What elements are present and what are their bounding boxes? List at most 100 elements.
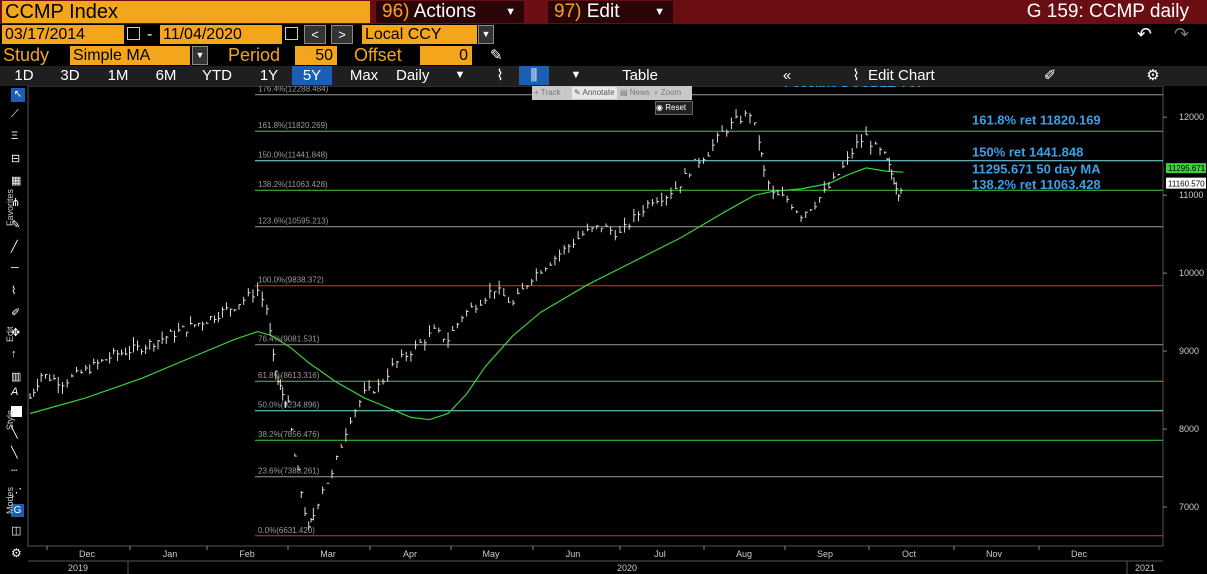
edit-menu[interactable]: 97) Edit ▼ bbox=[548, 1, 673, 23]
grid-tool-icon[interactable]: ▦ bbox=[11, 175, 22, 187]
cursor-icon[interactable]: ↖ bbox=[11, 88, 25, 102]
move-icon[interactable]: ✥ bbox=[11, 327, 21, 339]
chevron-down-icon[interactable]: ▼ bbox=[454, 69, 466, 81]
offset-label: Offset bbox=[354, 45, 402, 65]
timeframe-button-max[interactable]: Max bbox=[349, 67, 379, 84]
fib-tool-icon[interactable]: Ξ bbox=[11, 130, 19, 142]
news-tool[interactable]: ▤ News bbox=[620, 88, 650, 97]
line-weight-icon[interactable]: ╲ bbox=[11, 447, 18, 459]
horizontal-line-icon[interactable]: ─ bbox=[11, 262, 19, 274]
y-tick-label: 8000 bbox=[1179, 424, 1199, 434]
timeframe-button-6m[interactable]: 6M bbox=[155, 67, 177, 84]
channel-tool-icon[interactable]: ⊟ bbox=[11, 153, 21, 165]
last-price-tag-text: 11160.570 bbox=[1168, 180, 1205, 189]
x-tick-label: May bbox=[482, 549, 500, 559]
timeframe-button-1y[interactable]: 1Y bbox=[259, 67, 279, 84]
timeframe-button-3d[interactable]: 3D bbox=[60, 67, 80, 84]
x-tick-label: Jun bbox=[566, 549, 581, 559]
brush-icon[interactable]: ✐ bbox=[1043, 67, 1057, 84]
frequency-select[interactable]: Daily bbox=[396, 67, 430, 84]
mode-icon[interactable]: G bbox=[11, 504, 24, 517]
arrow-up-icon[interactable]: ↑ bbox=[11, 348, 17, 360]
x-tick-label: Aug bbox=[736, 549, 752, 559]
start-date-field[interactable]: 03/17/2014 bbox=[2, 25, 124, 44]
study-label: Study bbox=[3, 45, 50, 65]
actions-menu[interactable]: 96) Actions ▼ bbox=[376, 1, 524, 23]
last-price-tag bbox=[1166, 177, 1206, 189]
y-tick-label: 12000 bbox=[1179, 112, 1204, 122]
ticker-field[interactable]: CCMP Index bbox=[2, 1, 370, 23]
text-tool-icon[interactable]: A bbox=[11, 386, 19, 398]
chevron-down-icon[interactable]: ▼ bbox=[570, 69, 582, 81]
annotate-icon[interactable]: ⌇ bbox=[11, 285, 17, 297]
actions-label: Actions bbox=[413, 1, 477, 22]
fib-level-label: 61.8%(8613.316) bbox=[258, 371, 320, 380]
calendar-icon[interactable] bbox=[285, 27, 298, 40]
track-tool[interactable]: + Track bbox=[534, 88, 561, 97]
pitchfork-icon[interactable]: ⋔ bbox=[11, 197, 21, 209]
snap-icon[interactable]: ◫ bbox=[11, 525, 22, 537]
undo-icon[interactable]: ↶ bbox=[1136, 24, 1152, 44]
edit-chart-button[interactable]: Edit Chart bbox=[868, 67, 935, 84]
tool-palette: + Track ✎ Annotate ▤ News ⌕ Zoom bbox=[532, 86, 692, 100]
y-tick-label: 9000 bbox=[1179, 346, 1199, 356]
actions-number: 96) bbox=[382, 1, 410, 22]
bar-chart-icon[interactable]: ⫼ bbox=[519, 66, 549, 85]
line-tool-icon[interactable]: ⟋ bbox=[11, 108, 19, 120]
x-tick-label: Jan bbox=[163, 549, 178, 559]
collapse-icon[interactable]: « bbox=[782, 67, 792, 84]
pen-icon[interactable]: ✎ bbox=[11, 219, 21, 231]
color-swatch-icon[interactable] bbox=[11, 406, 22, 417]
line-style-icon[interactable]: ╲ bbox=[11, 427, 18, 439]
currency-dropdown-icon[interactable]: ▼ bbox=[478, 25, 494, 44]
fib-level-label: 38.2%(7856.476) bbox=[258, 430, 320, 439]
end-date-field[interactable]: 11/04/2020 bbox=[160, 25, 282, 44]
fib-level-label: 50.0%(8234.896) bbox=[258, 401, 320, 410]
date-range-bar: 03/17/2014 - 11/04/2020 < > Local CCY ▼ … bbox=[0, 25, 1207, 45]
edit-chart-icon: ⌇ bbox=[852, 67, 860, 84]
gear-icon[interactable]: ⚙ bbox=[1146, 67, 1160, 84]
zoom-tool[interactable]: ⌕ Zoom bbox=[654, 88, 682, 97]
timeframe-button-ytd[interactable]: YTD bbox=[202, 67, 232, 84]
study-type-select[interactable]: Simple MA bbox=[70, 46, 190, 65]
x-tick-label: Mar bbox=[320, 549, 336, 559]
reset-button[interactable]: ◉ Reset bbox=[655, 101, 693, 115]
previous-arrow-button[interactable]: < bbox=[304, 25, 326, 44]
timeframe-button-1d[interactable]: 1D bbox=[14, 67, 34, 84]
x-tick-label: Dec bbox=[79, 549, 96, 559]
redo-icon[interactable]: ↷ bbox=[1173, 24, 1189, 44]
fib-level-label: 0.0%(6631.420) bbox=[258, 526, 315, 535]
y-tick-label: 7000 bbox=[1179, 502, 1199, 512]
dashed-line-icon[interactable]: ┄ bbox=[11, 465, 18, 477]
chart-annotation: 11295.671 50 day MA bbox=[972, 162, 1101, 177]
ma-line bbox=[29, 167, 904, 421]
fib-level-label: 100.0%(9838.372) bbox=[258, 276, 324, 285]
draw-icon[interactable]: ✐ bbox=[11, 307, 21, 319]
timeframe-button-1m[interactable]: 1M bbox=[107, 67, 129, 84]
x-year-label: 2019 bbox=[68, 563, 88, 573]
period-input[interactable]: 50 bbox=[295, 46, 337, 65]
chart-area[interactable]: 7000 8000 9000 10000 11000 12000 176.4%(12288.… bbox=[0, 75, 1207, 574]
annotate-tool[interactable]: ✎ Annotate bbox=[572, 87, 617, 99]
y-tick-label: 11000 bbox=[1179, 190, 1203, 200]
price-chart[interactable]: 7000 8000 9000 10000 11000 12000 176.4%(12288.… bbox=[0, 75, 1207, 574]
ray-icon[interactable]: ╱ bbox=[11, 241, 18, 253]
pencil-icon[interactable]: ✎ bbox=[490, 47, 503, 64]
timeframe-button-5y[interactable]: 5Y bbox=[292, 66, 332, 85]
annotate-label: Annotate bbox=[582, 88, 615, 97]
fib-level-label: 161.8%(11820.269) bbox=[258, 121, 328, 130]
chart-annotation: 138.2% ret 11063.428 bbox=[972, 177, 1101, 192]
fib-level-label: 23.6%(7388.261) bbox=[258, 467, 320, 476]
x-tick-label: Apr bbox=[403, 549, 417, 559]
dotted-line-icon[interactable]: ⋰ bbox=[11, 487, 22, 499]
trash-icon[interactable]: ▥ bbox=[11, 371, 22, 383]
table-button[interactable]: Table bbox=[622, 67, 658, 84]
currency-select[interactable]: Local CCY bbox=[362, 25, 477, 44]
offset-input[interactable]: 0 bbox=[420, 46, 472, 65]
line-chart-icon[interactable]: ⌇ bbox=[496, 67, 504, 84]
next-arrow-button[interactable]: > bbox=[331, 25, 353, 44]
settings-gear-icon[interactable]: ⚙ bbox=[11, 546, 22, 560]
calendar-icon[interactable] bbox=[127, 27, 140, 40]
x-tick-label: Dec bbox=[1071, 549, 1088, 559]
study-dropdown-icon[interactable]: ▼ bbox=[192, 46, 208, 65]
